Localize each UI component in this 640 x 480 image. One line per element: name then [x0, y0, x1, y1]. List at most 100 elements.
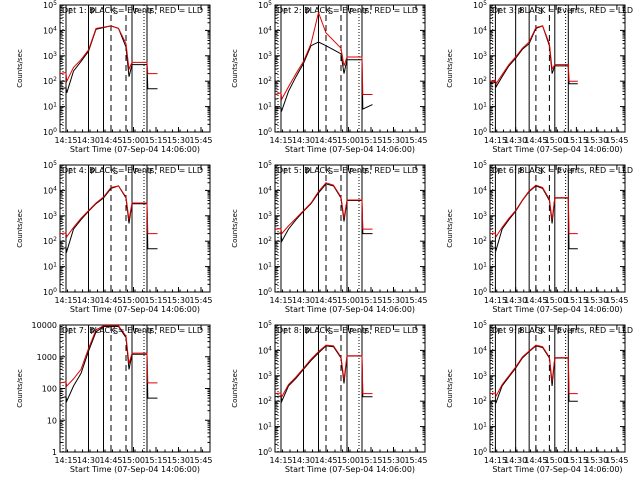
panel-4-region-marker: P — [134, 167, 139, 176]
panel-7-title: Det 7: BLACK = Events, RED = LLD — [62, 326, 203, 335]
panel-9-xtick-label: 15:15 — [565, 456, 588, 465]
panel-1-region-marker: F — [68, 7, 73, 16]
panel-7-region-marker: F — [68, 327, 73, 336]
panel-1-ytick-label: 100 — [43, 127, 57, 137]
panel-2-xtick-label: 14:45 — [314, 136, 337, 145]
panel-7-region-marker: S — [113, 327, 118, 336]
panel-3-xtick-label: 15:30 — [585, 136, 608, 145]
panel-4-xtick-label: 14:15 — [54, 296, 77, 305]
panel-9-series-events — [490, 345, 578, 404]
panel-4-xtick-label: 15:15 — [144, 296, 167, 305]
panel-9-xlabel: Start Time (07-Sep-04 14:06:00) — [492, 465, 622, 474]
panel-6-xtick-label: 15:00 — [545, 296, 568, 305]
panel-7-xtick-label: 15:15 — [144, 456, 167, 465]
panel-7-region-marker: P — [91, 327, 96, 336]
panel-2-series-events — [275, 41, 373, 113]
panel-5-region-marker: P — [349, 167, 354, 176]
panel-2-ytick-label: 100 — [258, 127, 272, 137]
panel-5-ytick-label: 103 — [258, 211, 272, 221]
panel-7-xtick-label: 14:15 — [54, 456, 77, 465]
panel-4-ytick-label: 101 — [43, 262, 57, 272]
panel-3-region-marker: P — [557, 7, 562, 16]
panel-8-region-marker: S — [328, 327, 333, 336]
panel-5-ytick-label: 102 — [258, 236, 272, 246]
panel-3-xlabel: Start Time (07-Sep-04 14:06:00) — [492, 145, 622, 154]
panel-3-xtick-label: 14:15 — [484, 136, 507, 145]
panel-2-xtick-label: 15:30 — [382, 136, 405, 145]
panel-1-ytick-label: 102 — [43, 76, 57, 86]
panel-1-ytick-label: 101 — [43, 102, 57, 112]
panel-4-ytick-label: 103 — [43, 211, 57, 221]
panel-3-ytick-label: 105 — [473, 0, 487, 10]
panel-4-series-lld — [60, 185, 158, 238]
panel-9-xtick-label: 15:00 — [545, 456, 568, 465]
panel-1-xtick-label: 15:30 — [167, 136, 190, 145]
panel-5-ylabel: Counts/sec — [231, 209, 239, 248]
panel-3-title: Det 3: BLACK = Events, RED = LLD — [492, 6, 633, 15]
panel-7-xtick-label: 15:45 — [189, 456, 212, 465]
panel-9-series-lld — [490, 344, 578, 398]
panel-8-series-events — [275, 345, 373, 403]
panel-3-xtick-label: 14:30 — [504, 136, 527, 145]
panel-9-xtick-label: 14:15 — [484, 456, 507, 465]
panel-2-xtick-label: 15:00 — [337, 136, 360, 145]
panel-9-axes-frame — [489, 324, 626, 453]
panel-8-xtick-label: 15:30 — [382, 456, 405, 465]
panel-5-region-marker: S — [328, 167, 333, 176]
panel-3-ytick-label: 103 — [473, 51, 487, 61]
panel-8-region-marker: P — [306, 327, 311, 336]
panel-3-axes-frame — [489, 4, 626, 133]
panel-6-xtick-label: 15:30 — [585, 296, 608, 305]
panel-7-region-marker: F — [149, 327, 154, 336]
panel-2-ylabel: Counts/sec — [231, 49, 239, 88]
panel-4-axes-frame — [59, 164, 211, 293]
panel-6-xtick-label: 14:30 — [504, 296, 527, 305]
panel-4-xtick-label: 15:30 — [167, 296, 190, 305]
panel-6-axes-frame — [489, 164, 626, 293]
panel-1-region-marker: P — [91, 7, 96, 16]
panel-2-series-lld — [275, 10, 373, 101]
panel-4-ytick-label: 104 — [43, 185, 57, 195]
panel-4-xtick-label: 14:30 — [77, 296, 100, 305]
panel-8-xtick-label: 15:15 — [359, 456, 382, 465]
panel-6-region-marker: F — [570, 167, 575, 176]
panel-2-ytick-label: 102 — [258, 76, 272, 86]
panel-9-title: Det 9: BLACK = Events, RED = LLD — [492, 326, 633, 335]
panel-1-series-lld — [60, 25, 158, 84]
panel-8-xtick-label: 14:30 — [292, 456, 315, 465]
panel-8-ylabel: Counts/sec — [231, 369, 239, 408]
panel-9-ytick-label: 102 — [473, 396, 487, 406]
panel-6-xtick-label: 15:45 — [605, 296, 628, 305]
panel-9-ytick-label: 103 — [473, 371, 487, 381]
panel-6-xtick-label: 14:45 — [524, 296, 547, 305]
panel-1-xtick-label: 15:15 — [144, 136, 167, 145]
panel-3-xtick-label: 15:00 — [545, 136, 568, 145]
panel-4-ylabel: Counts/sec — [16, 209, 24, 248]
panel-6-ytick-label: 100 — [473, 287, 487, 297]
panel-4-title: Det 4: BLACK = Events, RED = LLD — [62, 166, 203, 175]
panel-8-ytick-label: 100 — [258, 447, 272, 457]
panel-1-region-marker: P — [134, 7, 139, 16]
panel-4-xtick-label: 15:00 — [122, 296, 145, 305]
panel-1-ytick-label: 103 — [43, 51, 57, 61]
panel-4-region-marker: F — [149, 167, 154, 176]
panel-8-region-marker: F — [283, 327, 288, 336]
panel-2-region-marker: F — [283, 7, 288, 16]
panel-1-xtick-label: 14:45 — [99, 136, 122, 145]
panel-3-series-lld — [490, 25, 578, 85]
panel-1-region-marker: F — [149, 7, 154, 16]
panel-4-xtick-label: 15:45 — [189, 296, 212, 305]
panel-8-xtick-label: 14:45 — [314, 456, 337, 465]
panel-9-xtick-label: 15:45 — [605, 456, 628, 465]
panel-3-xtick-label: 15:45 — [605, 136, 628, 145]
panel-6-xtick-label: 14:15 — [484, 296, 507, 305]
panel-3-ytick-label: 102 — [473, 76, 487, 86]
panel-6-ytick-label: 101 — [473, 262, 487, 272]
panel-9-xtick-label: 15:30 — [585, 456, 608, 465]
panel-2-region-marker: P — [349, 7, 354, 16]
panel-1-ylabel: Counts/sec — [16, 49, 24, 88]
panel-7-axes-frame — [59, 324, 211, 453]
panel-5-ytick-label: 104 — [258, 185, 272, 195]
panel-4-ytick-label: 100 — [43, 287, 57, 297]
